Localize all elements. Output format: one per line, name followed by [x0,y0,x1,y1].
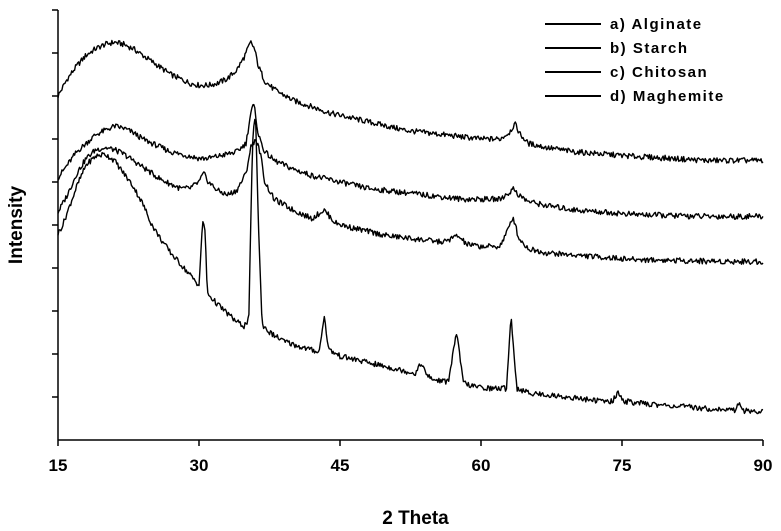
legend-label: c) Chitosan [610,64,708,81]
x-tick-label: 45 [331,456,350,475]
x-tick-label: 75 [613,456,632,475]
series-line-4 [57,118,764,415]
series-line-2 [57,103,764,220]
legend: a) Alginate b) Starch c) Chitosan d) Maghem… [545,16,725,105]
y-axis-title: Intensity [6,186,27,265]
x-tick-label: 15 [49,456,68,475]
x-tick-label: 30 [190,456,209,475]
x-tick-label: 60 [472,456,491,475]
series-line-3 [57,139,764,265]
legend-label: b) Starch [610,40,689,57]
x-axis-title: 2 Theta [382,508,449,529]
series-line-1 [57,39,764,164]
x-tick-label: 90 [754,456,773,475]
legend-label: d) Maghemite [610,88,725,105]
legend-label: a) Alginate [610,16,703,33]
y-axis-ticks [52,9,58,398]
x-axis-ticks: 15 30 45 60 75 90 [49,440,773,475]
data-traces [57,39,764,415]
